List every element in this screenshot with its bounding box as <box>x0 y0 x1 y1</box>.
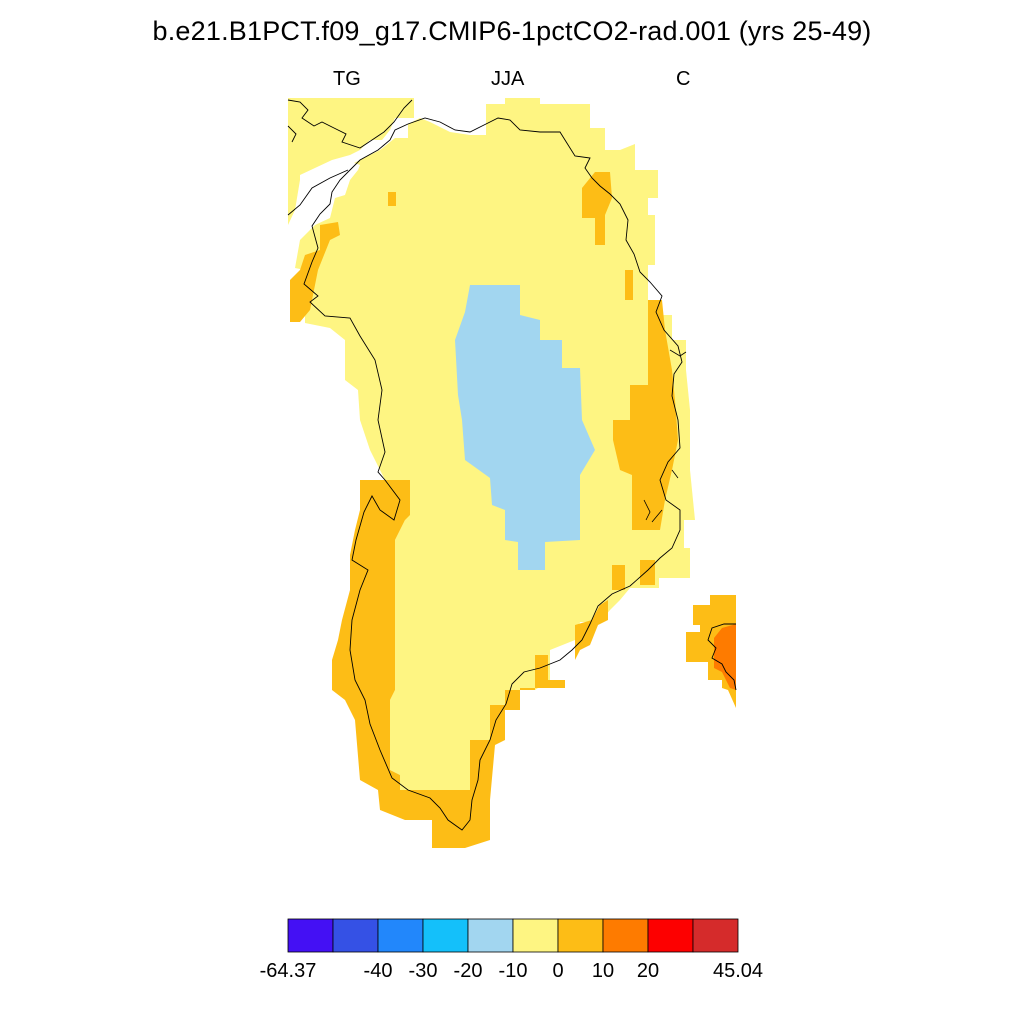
field-minus-ten-to-zero <box>455 285 595 570</box>
field-ten-to-twenty-southeast <box>612 560 655 590</box>
colorbar-swatch <box>602 918 649 953</box>
colorbar-swatch <box>287 918 334 953</box>
colorbar-tick-label: 45.04 <box>712 960 764 982</box>
colorbar-tick-label: -10 <box>498 960 528 982</box>
colorbar-swatch <box>332 918 379 953</box>
map-gap-northwest <box>300 118 395 185</box>
colorbar-swatch <box>692 918 739 953</box>
field-ten-to-twenty-southwest-inner <box>400 540 408 760</box>
field-ten-to-twenty-east-north <box>582 172 612 245</box>
coastline-ellesmere <box>287 99 413 216</box>
field-ten-to-twenty-east-small <box>625 270 633 300</box>
colorbar-tick-label: -20 <box>453 960 483 982</box>
field-ten-to-twenty-south-east-coast <box>575 600 608 660</box>
coastline-iceland <box>707 623 737 691</box>
field-ten-to-twenty-south <box>470 655 565 800</box>
field-twenty-up-iceland <box>714 624 736 690</box>
field-ten-to-twenty-west <box>290 222 340 322</box>
field-ten-to-twenty-iceland <box>686 595 736 708</box>
colorbar-swatch <box>422 918 469 953</box>
colorbar-tick-label: 10 <box>591 960 615 982</box>
colorbar-tick-label: -30 <box>408 960 438 982</box>
variable-label: TG <box>333 68 361 90</box>
colorbar-tick-label: 20 <box>636 960 660 982</box>
season-label: JJA <box>491 68 525 90</box>
colorbar-swatch <box>557 918 604 953</box>
coastline-east-islands <box>643 349 687 523</box>
coastline-greenland <box>303 117 683 831</box>
colorbar-swatch <box>377 918 424 953</box>
colorbar-tick-label: -64.37 <box>259 960 317 982</box>
colorbar-swatch <box>647 918 694 953</box>
colorbar-tick-label: -40 <box>363 960 393 982</box>
field-ten-to-twenty-west-small <box>388 192 396 206</box>
colorbar-swatch <box>512 918 559 953</box>
field-ten-to-twenty-southwest <box>332 480 490 848</box>
plot-title: b.e21.B1PCT.f09_g17.CMIP6-1pctCO2-rad.00… <box>152 16 872 46</box>
colorbar-tick-label: 0 <box>552 960 564 982</box>
colorbar-swatch <box>467 918 514 953</box>
field-ten-to-twenty-east <box>613 300 678 530</box>
units-label: C <box>676 68 691 90</box>
